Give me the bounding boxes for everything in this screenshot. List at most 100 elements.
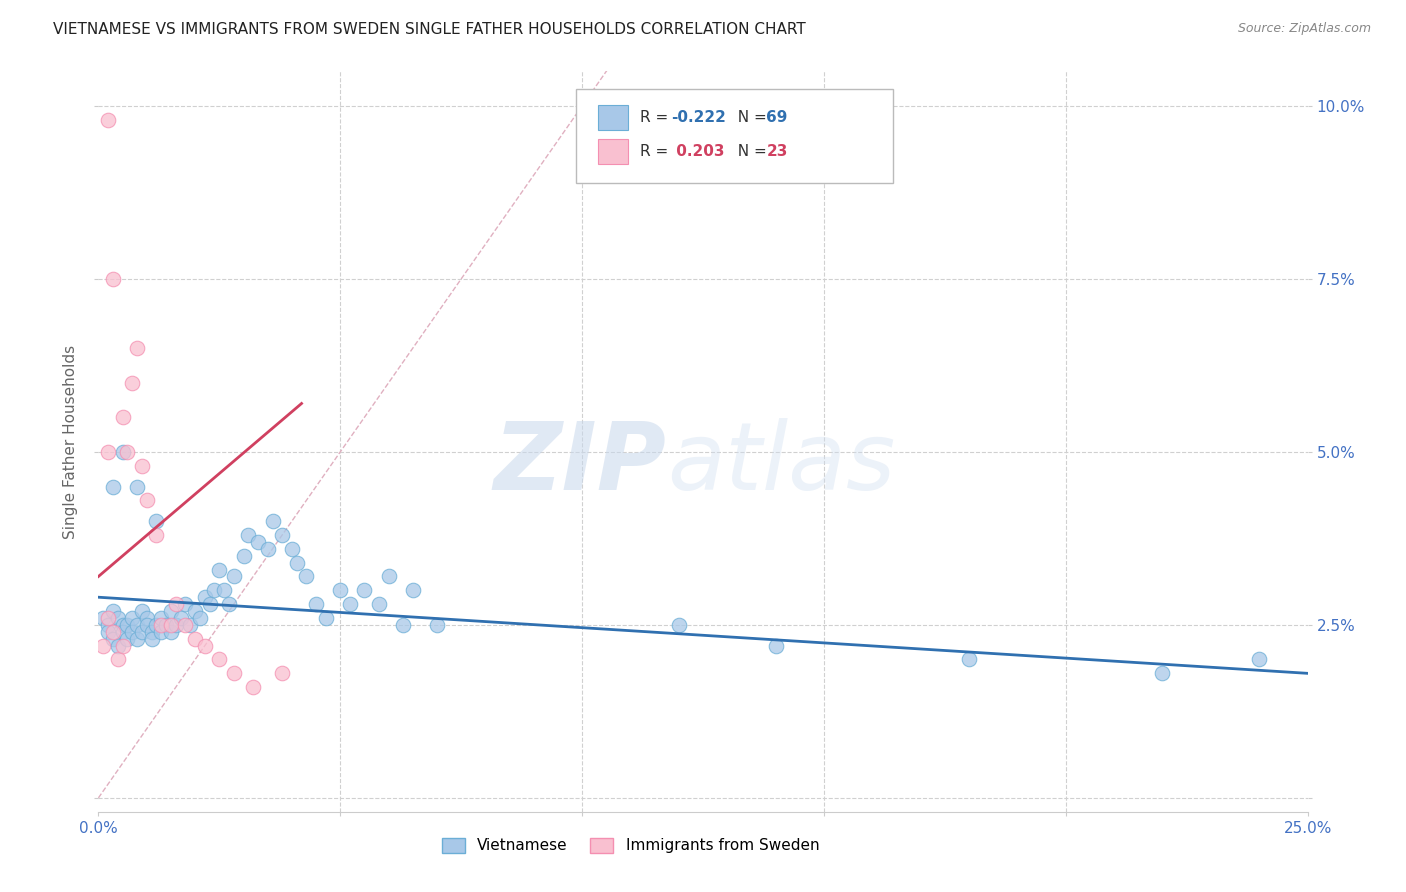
Point: [1152, 666, 1174, 681]
Point: [91, 611, 114, 625]
Point: [232, 549, 254, 563]
Point: [111, 410, 134, 425]
Point: [281, 541, 304, 556]
Text: atlas: atlas: [666, 418, 896, 509]
Point: [135, 493, 157, 508]
Point: [101, 479, 124, 493]
Text: 0.203: 0.203: [671, 145, 724, 159]
Point: [174, 597, 197, 611]
Point: [91, 639, 114, 653]
Point: [121, 624, 143, 639]
Point: [127, 341, 149, 355]
Point: [101, 604, 124, 618]
Point: [101, 632, 124, 646]
Point: [117, 618, 139, 632]
Point: [111, 618, 134, 632]
Point: [107, 652, 129, 666]
Text: VIETNAMESE VS IMMIGRANTS FROM SWEDEN SINGLE FATHER HOUSEHOLDS CORRELATION CHART: VIETNAMESE VS IMMIGRANTS FROM SWEDEN SIN…: [53, 22, 806, 37]
Point: [107, 611, 129, 625]
Point: [222, 666, 245, 681]
Point: [256, 541, 278, 556]
Point: [247, 534, 270, 549]
Point: [165, 597, 187, 611]
Point: [184, 632, 207, 646]
Point: [127, 618, 149, 632]
Point: [271, 528, 294, 542]
Point: [150, 618, 173, 632]
Text: 69: 69: [766, 111, 787, 125]
Point: [377, 569, 399, 583]
Point: [121, 611, 143, 625]
Point: [668, 618, 690, 632]
Point: [198, 597, 221, 611]
Point: [305, 597, 328, 611]
Point: [97, 611, 120, 625]
Legend: Vietnamese, Immigrants from Sweden: Vietnamese, Immigrants from Sweden: [436, 831, 825, 860]
Point: [188, 611, 211, 625]
Point: [131, 604, 153, 618]
Point: [262, 514, 284, 528]
Point: [329, 583, 352, 598]
Point: [169, 611, 191, 625]
Point: [179, 618, 201, 632]
Point: [121, 376, 143, 390]
Text: N =: N =: [728, 145, 772, 159]
Point: [957, 652, 980, 666]
Point: [117, 632, 139, 646]
Point: [295, 569, 318, 583]
Text: ZIP: ZIP: [494, 417, 666, 509]
Point: [160, 618, 183, 632]
Point: [127, 479, 149, 493]
Point: [127, 632, 149, 646]
Point: [97, 445, 120, 459]
Point: [315, 611, 337, 625]
Point: [150, 611, 173, 625]
Point: [194, 591, 217, 605]
Point: [145, 528, 167, 542]
Point: [204, 583, 226, 598]
Point: [97, 624, 120, 639]
Point: [101, 272, 124, 286]
Point: [145, 618, 167, 632]
Text: -0.222: -0.222: [671, 111, 725, 125]
Point: [184, 604, 207, 618]
Point: [131, 624, 153, 639]
Point: [97, 618, 120, 632]
Point: [1249, 652, 1271, 666]
Point: [141, 632, 163, 646]
Point: [97, 112, 120, 127]
Point: [392, 618, 415, 632]
Point: [765, 639, 787, 653]
Point: [135, 611, 157, 625]
Point: [242, 680, 264, 694]
Point: [194, 639, 217, 653]
Point: [165, 618, 187, 632]
Point: [160, 604, 183, 618]
Point: [353, 583, 375, 598]
Point: [111, 624, 134, 639]
Text: R =: R =: [640, 145, 673, 159]
Text: 23: 23: [766, 145, 787, 159]
Point: [208, 652, 231, 666]
Point: [117, 445, 139, 459]
Point: [131, 458, 153, 473]
Point: [285, 556, 308, 570]
Point: [141, 624, 163, 639]
Point: [155, 618, 177, 632]
Point: [212, 583, 235, 598]
Point: [160, 624, 183, 639]
Point: [111, 639, 134, 653]
Point: [368, 597, 391, 611]
Point: [145, 514, 167, 528]
Point: [238, 528, 260, 542]
Point: [107, 639, 129, 653]
Point: [174, 618, 197, 632]
Point: [101, 624, 124, 639]
Point: [218, 597, 240, 611]
Point: [208, 563, 231, 577]
Text: N =: N =: [728, 111, 772, 125]
Point: [339, 597, 361, 611]
Point: [111, 445, 134, 459]
Point: [150, 624, 173, 639]
Point: [222, 569, 245, 583]
